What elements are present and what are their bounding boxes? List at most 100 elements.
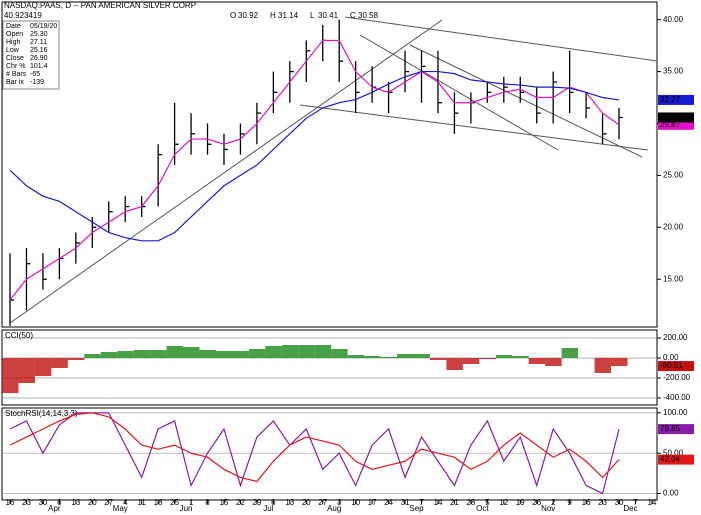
info-label: Open [6, 31, 23, 38]
x-tick-label: 22 [236, 498, 245, 507]
x-tick-label: 23 [22, 498, 31, 507]
cci-bar [265, 346, 282, 358]
x-tick-label: 27 [318, 498, 327, 507]
x-tick-label: 21 [450, 498, 459, 507]
line-series [9, 39, 620, 301]
quote-item: 30.92 [238, 11, 259, 20]
x-tick-label: 11 [138, 498, 147, 507]
x-tick-label: 1 [189, 498, 194, 507]
cci-bar [34, 358, 52, 376]
x-tick-label: 24 [384, 498, 393, 507]
quote-item: 31.14 [278, 11, 299, 20]
cci-bar [479, 358, 496, 359]
line-series [9, 412, 620, 483]
y-tick-label: 0.00 [663, 353, 679, 362]
y-tick-label: 100.00 [663, 408, 688, 417]
cci-bar [117, 351, 134, 358]
trend-line [299, 104, 649, 151]
info-value: 25.30 [30, 31, 48, 38]
cci-bar [495, 355, 513, 358]
cci-bar [183, 347, 200, 358]
last-value-box [658, 361, 694, 372]
x-tick-label: 30 [38, 498, 47, 507]
quote-item: 30.58 [358, 11, 379, 20]
cci-bar [215, 351, 233, 358]
stoch-panel [1, 407, 658, 501]
x-tick-label: 10 [351, 498, 360, 507]
cci-bar [561, 348, 579, 358]
x-tick-label: 16 [6, 498, 15, 507]
last-value-box [658, 112, 694, 123]
quote-item: L [310, 11, 315, 20]
cci-bar [364, 356, 381, 358]
cci-bar [528, 358, 546, 364]
y-tick-label: 25.00 [663, 171, 684, 180]
cci-bar [199, 350, 216, 358]
last-value-label: 30.58 [660, 113, 681, 122]
cci-bar [380, 357, 398, 358]
cci-bar [446, 358, 463, 370]
last-value-label: 32.27 [660, 95, 681, 104]
x-tick-label: 13 [285, 498, 294, 507]
last-value-label: 42.04 [660, 455, 681, 464]
x-tick-label: 8 [205, 498, 210, 507]
x-tick-label: 12 [499, 498, 508, 507]
trend-line [9, 19, 443, 324]
month-label: Nov [541, 504, 555, 513]
x-tick-label: 17 [368, 498, 377, 507]
y-tick-label: -200.00 [663, 373, 691, 382]
x-tick-label: 4 [123, 498, 128, 507]
info-value: 27.11 [30, 39, 47, 46]
info-value: 05/19/20 [30, 23, 57, 30]
month-label: Apr [48, 504, 61, 513]
cci-bar [347, 355, 365, 358]
info-label: # Bars [6, 71, 27, 78]
cci-bar [413, 354, 430, 358]
y-tick-label: 20.00 [663, 222, 684, 231]
info-label: Low [6, 47, 20, 54]
month-label: Aug [327, 504, 341, 513]
cci-bar [397, 354, 414, 358]
x-tick-label: 9 [567, 498, 572, 507]
info-label: High [6, 39, 21, 46]
cci-bar [281, 345, 299, 358]
x-tick-label: 27 [104, 498, 113, 507]
last-value-label: -80.51 [660, 361, 683, 370]
price-panel [1, 1, 658, 328]
cursor-value: 40.923419 [4, 11, 42, 20]
x-tick-label: 20 [88, 498, 97, 507]
cci-bar [331, 349, 348, 358]
quote-item: H [270, 11, 276, 20]
info-label: Chr % [6, 63, 25, 70]
x-tick-label: 31 [401, 498, 410, 507]
y-tick-label: 40.00 [663, 15, 684, 24]
cci-bar [545, 358, 562, 366]
last-value-box [658, 94, 694, 105]
y-tick-label: 50.00 [663, 448, 684, 457]
x-tick-label: 28 [466, 498, 475, 507]
y-tick-label: 15.00 [663, 274, 684, 283]
trend-line [409, 44, 643, 158]
cci-bar [512, 356, 529, 358]
last-value-box [658, 454, 694, 465]
quote-item: C [350, 11, 356, 20]
x-tick-label: 18 [154, 498, 163, 507]
cci-bar [248, 349, 266, 358]
last-value-box [658, 424, 694, 435]
quote-item: O [230, 11, 236, 20]
last-value-label: 79.85 [660, 424, 681, 433]
x-tick-label: 7 [633, 498, 638, 507]
chart-title: NASDAQ:PAAS, D -- PAN AMERICAN SILVER CO… [4, 1, 196, 10]
month-label: Oct [476, 504, 489, 513]
x-tick-label: 13 [71, 498, 80, 507]
x-tick-label: 2 [551, 498, 556, 507]
x-tick-label: 14 [434, 498, 443, 507]
cci-bar [429, 358, 447, 360]
trend-lines [9, 16, 658, 324]
cci-bar [100, 352, 118, 358]
quote-item: 30.41 [318, 11, 339, 20]
x-tick-label: 25 [170, 498, 179, 507]
month-label: Jul [263, 504, 273, 513]
